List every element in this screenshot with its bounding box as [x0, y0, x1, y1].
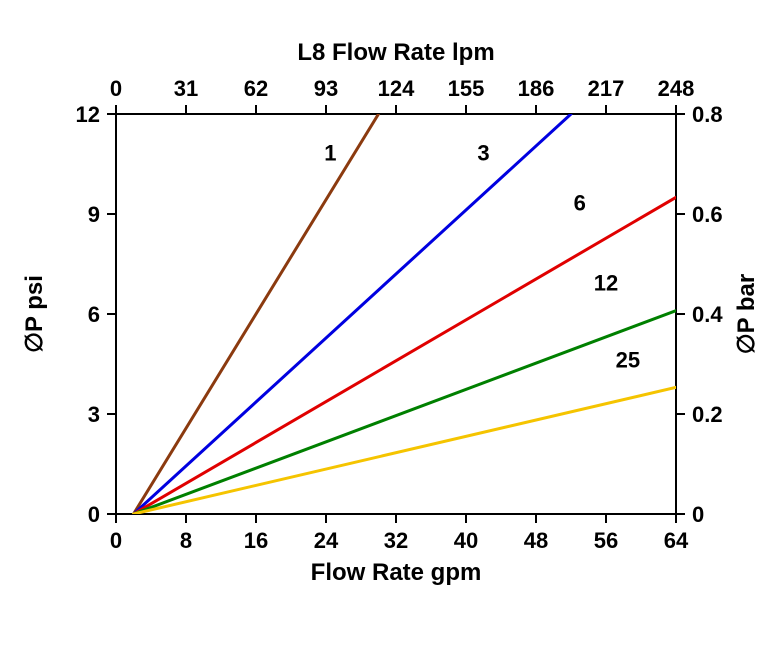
x-top-tick-label: 31 [174, 76, 198, 101]
y-left-tick-label: 3 [88, 402, 100, 427]
y-left-tick-label: 9 [88, 202, 100, 227]
axis-title-bottom: Flow Rate gpm [311, 559, 482, 586]
x-bottom-tick-label: 32 [384, 528, 408, 553]
x-top-tick-label: 93 [314, 76, 338, 101]
series-label: 1 [324, 141, 336, 166]
chart-container: 0816243240485664031629312415518621724803… [0, 0, 778, 646]
x-top-tick-label: 62 [244, 76, 268, 101]
y-right-tick-label: 0 [692, 502, 704, 527]
y-left-tick-label: 0 [88, 502, 100, 527]
x-bottom-tick-label: 48 [524, 528, 548, 553]
series-label: 25 [616, 347, 640, 372]
x-top-tick-label: 248 [658, 76, 695, 101]
x-bottom-tick-label: 24 [314, 528, 339, 553]
y-right-tick-label: 0.4 [692, 302, 723, 327]
axis-title-right: ∅P bar [733, 274, 760, 355]
series-label: 12 [594, 271, 618, 296]
x-top-tick-label: 0 [110, 76, 122, 101]
x-top-tick-label: 186 [518, 76, 555, 101]
y-left-tick-label: 6 [88, 302, 100, 327]
x-top-tick-label: 155 [448, 76, 485, 101]
axis-title-left: ∅P psi [21, 275, 48, 353]
y-right-tick-label: 0.2 [692, 402, 723, 427]
x-bottom-tick-label: 16 [244, 528, 268, 553]
y-left-tick-label: 12 [76, 102, 100, 127]
y-right-tick-label: 0.6 [692, 202, 723, 227]
y-right-tick-label: 0.8 [692, 102, 723, 127]
x-top-tick-label: 217 [588, 76, 625, 101]
axis-title-top: L8 Flow Rate lpm [297, 39, 494, 66]
series-label: 3 [477, 141, 489, 166]
x-bottom-tick-label: 56 [594, 528, 618, 553]
x-bottom-tick-label: 8 [180, 528, 192, 553]
chart-svg: 0816243240485664031629312415518621724803… [0, 0, 778, 646]
x-bottom-tick-label: 0 [110, 528, 122, 553]
x-top-tick-label: 124 [378, 76, 415, 101]
x-bottom-tick-label: 64 [664, 528, 689, 553]
x-bottom-tick-label: 40 [454, 528, 478, 553]
series-label: 6 [574, 191, 586, 216]
